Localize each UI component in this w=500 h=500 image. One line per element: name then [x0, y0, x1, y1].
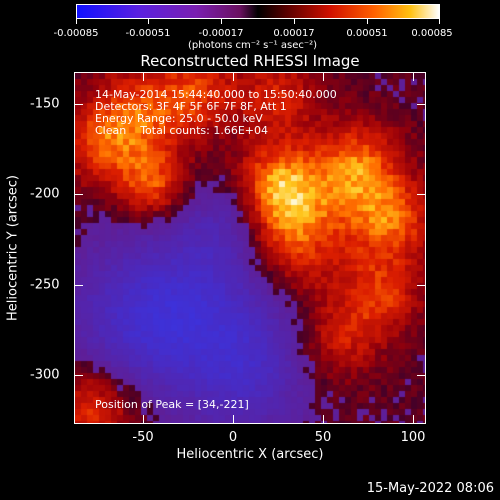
colorbar-tick-mark: [221, 19, 222, 24]
x-tick-label: 0: [228, 430, 238, 445]
colorbar-tick-mark: [148, 19, 149, 24]
overlay-detectors: Detectors: 3F 4F 5F 6F 7F 8F, Att 1: [95, 100, 287, 113]
y-tick-label: -300: [30, 367, 60, 383]
overlay-peak-position: Position of Peak = [34,-221]: [95, 398, 249, 411]
y-tick-label: -150: [30, 96, 60, 112]
colorbar-tick-label: 0.00051: [346, 28, 388, 39]
x-tick-label: 50: [314, 430, 332, 445]
overlay-clean-counts: Clean Total counts: 1.66E+04: [95, 124, 269, 137]
plot-title: Reconstructed RHESSI Image: [140, 52, 360, 70]
footer-timestamp: 15-May-2022 08:06: [366, 481, 494, 496]
colorbar-tick-label: -0.00051: [125, 28, 171, 39]
overlay-energy-range: Energy Range: 25.0 - 50.0 keV: [95, 112, 263, 125]
colorbar-tick-label: 0.00017: [273, 28, 315, 39]
colorbar-tick-label: -0.00017: [198, 28, 244, 39]
colorbar-tick-mark: [439, 19, 440, 24]
x-axis-label: Heliocentric X (arcsec): [176, 447, 324, 462]
reconstructed-image: [75, 73, 425, 423]
colorbar: [76, 4, 440, 19]
y-axis-label: Heliocentric Y (arcsec): [5, 175, 21, 321]
x-tick-label: 100: [400, 430, 426, 445]
colorbar-tick-mark: [367, 19, 368, 24]
overlay-time-range: 14-May-2014 15:44:40.000 to 15:50:40.000: [95, 88, 337, 101]
colorbar-ticks: -0.00085 -0.00051 -0.00017 0.00017 0.000…: [54, 4, 453, 39]
colorbar-tick-label: 0.00085: [411, 28, 453, 39]
plot-frame: 14-May-2014 15:44:40.000 to 15:50:40.000…: [74, 72, 426, 424]
colorbar-tick-mark: [76, 19, 77, 24]
colorbar-tick-mark: [294, 19, 295, 24]
x-tick-label: -50: [132, 430, 154, 445]
colorbar-tick-label: -0.00085: [53, 28, 99, 39]
y-tick-label: -200: [30, 186, 60, 202]
colorbar-unit-label: (photons cm⁻² s⁻¹ asec⁻²): [188, 40, 318, 51]
y-tick-label: -250: [30, 277, 60, 293]
